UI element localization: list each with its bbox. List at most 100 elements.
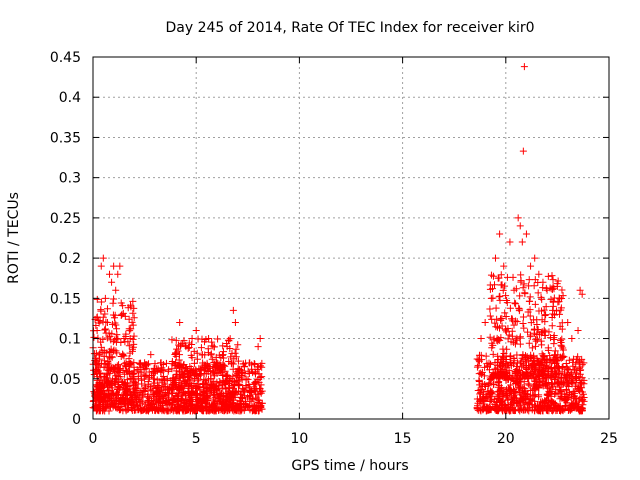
data-point xyxy=(502,292,510,300)
data-point xyxy=(571,387,579,395)
data-point xyxy=(489,272,497,280)
x-axis-label: GPS time / hours xyxy=(291,458,408,474)
data-point xyxy=(170,404,178,412)
data-point xyxy=(517,278,525,286)
data-point xyxy=(565,379,573,387)
data-point xyxy=(113,325,121,333)
data-point xyxy=(250,386,258,394)
y-tick-label: 0.05 xyxy=(50,372,81,388)
data-point xyxy=(241,388,249,396)
data-point xyxy=(522,387,530,395)
data-point xyxy=(494,352,502,360)
data-point xyxy=(491,254,499,262)
data-point xyxy=(220,405,228,413)
data-point xyxy=(552,385,560,393)
data-point xyxy=(566,404,574,412)
data-point xyxy=(163,375,171,383)
data-point xyxy=(97,262,105,270)
data-point xyxy=(123,376,131,384)
plot-frame xyxy=(92,56,610,420)
data-point xyxy=(101,381,109,389)
data-point xyxy=(147,351,155,359)
data-point xyxy=(519,313,527,321)
data-point xyxy=(187,351,195,359)
data-point xyxy=(516,333,524,341)
data-point xyxy=(510,385,518,393)
data-point xyxy=(197,398,205,406)
data-point xyxy=(188,400,196,408)
data-point xyxy=(500,350,508,358)
axis-ticks xyxy=(92,56,610,420)
data-point xyxy=(248,365,256,373)
data-point xyxy=(542,303,550,311)
data-point xyxy=(480,405,488,413)
data-point xyxy=(138,380,146,388)
y-tick-label: 0.25 xyxy=(50,211,81,227)
data-point xyxy=(151,407,159,415)
data-point xyxy=(520,405,528,413)
data-point xyxy=(563,399,571,407)
data-point xyxy=(531,391,539,399)
data-point xyxy=(101,325,109,333)
data-point xyxy=(219,342,227,350)
data-point xyxy=(519,398,527,406)
data-point xyxy=(107,365,115,373)
data-point xyxy=(559,380,567,388)
data-point xyxy=(92,407,100,415)
data-point xyxy=(162,406,170,414)
data-point xyxy=(136,405,144,413)
data-point xyxy=(507,381,515,389)
data-point xyxy=(529,386,537,394)
data-point xyxy=(197,366,205,374)
data-point xyxy=(532,342,540,350)
data-point xyxy=(169,389,177,397)
data-point xyxy=(156,397,164,405)
data-point xyxy=(107,345,115,353)
data-point xyxy=(571,394,579,402)
data-point xyxy=(123,406,131,414)
data-point xyxy=(96,384,104,392)
data-point xyxy=(479,393,487,401)
data-point xyxy=(525,297,533,305)
data-point xyxy=(147,386,155,394)
data-point xyxy=(574,353,582,361)
data-point xyxy=(530,316,538,324)
data-point xyxy=(518,363,526,371)
data-point xyxy=(573,375,581,383)
data-point xyxy=(521,406,529,414)
x-tick-label: 0 xyxy=(89,431,98,447)
data-point xyxy=(578,361,586,369)
data-point xyxy=(126,335,134,343)
data-point xyxy=(100,383,108,391)
data-point xyxy=(108,278,116,286)
data-point xyxy=(130,406,138,414)
data-point xyxy=(246,392,254,400)
data-point xyxy=(252,394,260,402)
data-point xyxy=(486,333,494,341)
data-point xyxy=(105,407,113,415)
data-point xyxy=(523,353,531,361)
data-point xyxy=(548,322,556,330)
data-point xyxy=(202,364,210,372)
data-point xyxy=(520,63,528,71)
data-point xyxy=(186,376,194,384)
data-point xyxy=(254,343,262,351)
data-point xyxy=(530,282,538,290)
data-point xyxy=(130,385,138,393)
data-point xyxy=(208,355,216,363)
data-point xyxy=(570,366,578,374)
data-point xyxy=(487,294,495,302)
data-point xyxy=(482,352,490,360)
data-point xyxy=(528,401,536,409)
data-point xyxy=(481,363,489,371)
data-point xyxy=(562,395,570,403)
data-point xyxy=(256,403,264,411)
data-point xyxy=(499,359,507,367)
data-point xyxy=(494,274,502,282)
data-point xyxy=(533,383,541,391)
data-point xyxy=(578,355,586,363)
data-point xyxy=(195,401,203,409)
data-point xyxy=(492,370,500,378)
data-point xyxy=(256,335,264,343)
data-point xyxy=(530,392,538,400)
